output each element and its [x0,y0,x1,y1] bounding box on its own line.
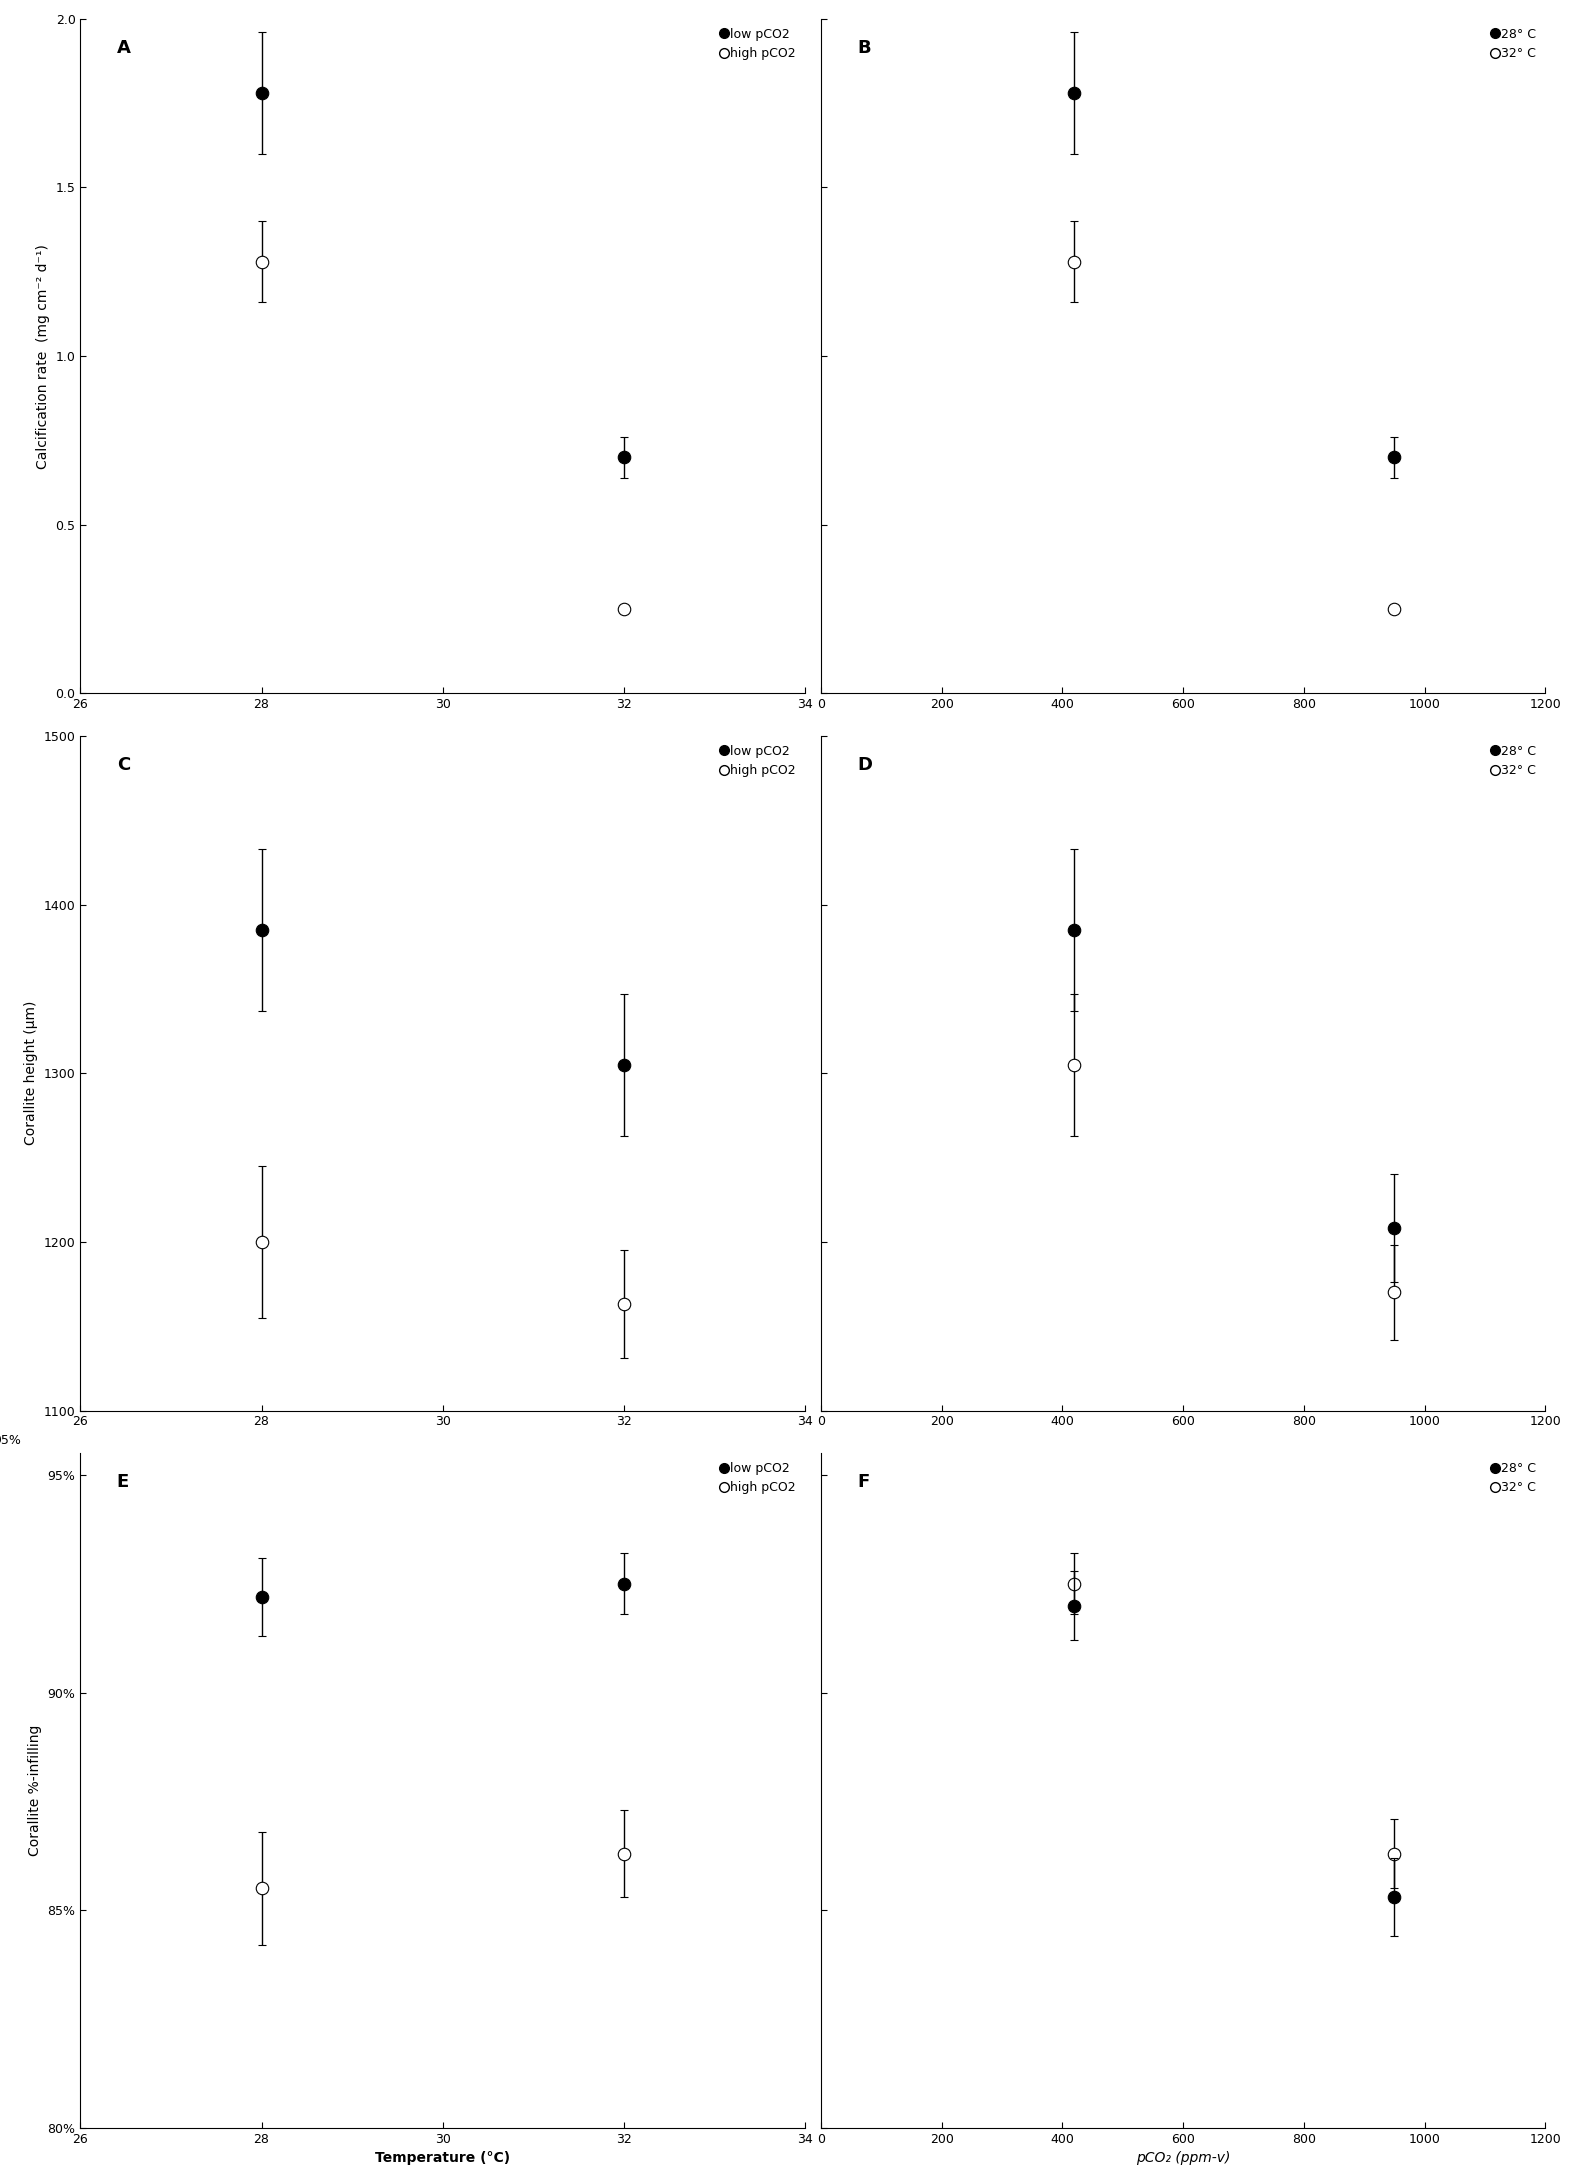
Legend: low pCO2, high pCO2: low pCO2, high pCO2 [720,743,799,780]
Legend: low pCO2, high pCO2: low pCO2, high pCO2 [720,1460,799,1497]
Legend: 28° C, 32° C: 28° C, 32° C [1490,26,1539,63]
X-axis label: pCO₂ (ppm-v): pCO₂ (ppm-v) [1136,2151,1230,2166]
Legend: low pCO2, high pCO2: low pCO2, high pCO2 [720,26,799,63]
Text: A: A [117,39,131,57]
Y-axis label: Corallite height (μm): Corallite height (μm) [24,1000,38,1146]
Legend: 28° C, 32° C: 28° C, 32° C [1490,1460,1539,1497]
Text: 95%: 95% [0,1434,22,1447]
Y-axis label: Corallite %-infilling: Corallite %-infilling [28,1726,43,1857]
Text: F: F [857,1473,869,1490]
Legend: 28° C, 32° C: 28° C, 32° C [1490,743,1539,780]
Text: C: C [117,756,129,774]
X-axis label: Temperature (°C): Temperature (°C) [375,2151,510,2166]
Y-axis label: Calcification rate  (mg cm⁻² d⁻¹): Calcification rate (mg cm⁻² d⁻¹) [36,244,50,468]
Text: E: E [117,1473,129,1490]
Text: B: B [857,39,871,57]
Text: D: D [857,756,873,774]
